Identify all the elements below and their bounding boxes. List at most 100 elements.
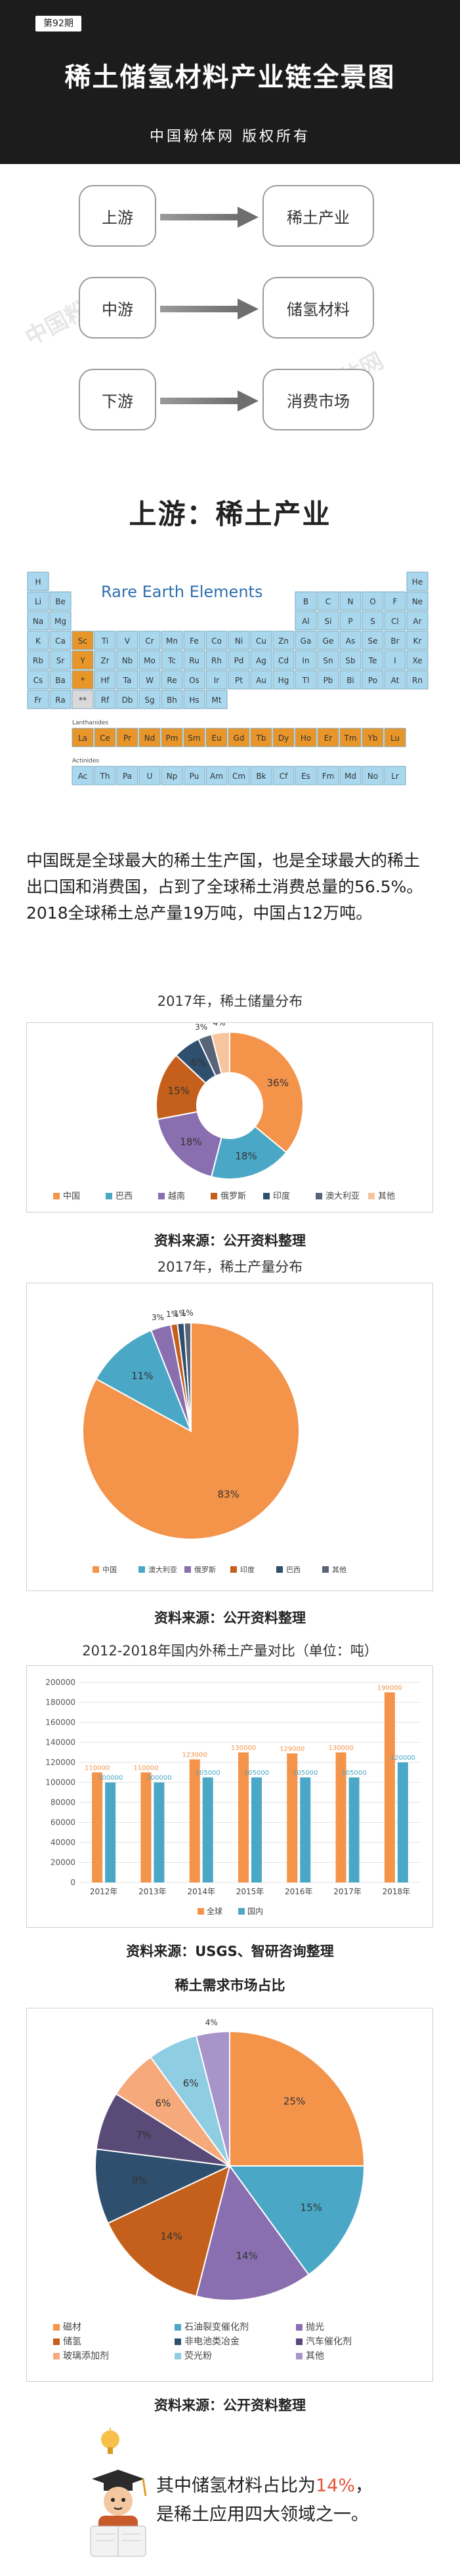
copyright-line: 中国粉体网 版权所有: [150, 129, 310, 145]
element-symbol: Sm: [188, 734, 200, 743]
legend-swatch: [175, 2324, 181, 2331]
element-symbol: Rf: [101, 696, 110, 705]
element-symbol: Na: [33, 617, 43, 626]
bar-value-label: 130000: [328, 1745, 353, 1752]
element-cell: [72, 690, 94, 709]
legend-label: 磁材: [63, 2322, 81, 2333]
element-symbol: Md: [345, 772, 356, 781]
element-symbol: U: [147, 772, 153, 781]
legend-label: 玻璃添加剂: [63, 2350, 109, 2361]
bar-value-label: 120000: [390, 1755, 415, 1762]
element-cell: [27, 591, 49, 611]
element-cell: [183, 728, 205, 747]
actinides-label: Actinides: [72, 758, 99, 764]
element-cell: [295, 631, 317, 650]
element-cell: [138, 728, 161, 747]
element-cell: [339, 670, 362, 690]
legend-swatch: [138, 1566, 145, 1573]
pie-value-label: 7%: [136, 2129, 152, 2141]
element-symbol: Ne: [412, 597, 423, 606]
closing-note-line1: 其中储氢材料占比为14%，: [156, 2472, 373, 2500]
element-cell: [49, 650, 72, 670]
element-symbol: As: [346, 636, 355, 646]
bar: [287, 1753, 298, 1882]
element-symbol: Np: [167, 772, 178, 781]
element-symbol: Pr: [123, 734, 131, 743]
closing-text: 其中储氢材料占比为: [156, 2476, 316, 2496]
element-cell: [205, 670, 228, 690]
legend-label: 越南: [168, 1191, 185, 1201]
element-symbol: Y: [79, 656, 85, 665]
chart-title: 2017年，稀土产量分布: [157, 1259, 303, 1275]
pie-value-label: 6%: [155, 2098, 171, 2109]
element-symbol: Fe: [190, 636, 199, 646]
element-cell: [228, 650, 250, 670]
arrow-right-icon: [160, 390, 259, 411]
element-symbol: Cf: [280, 772, 288, 781]
element-cell: [94, 690, 116, 709]
element-symbol: Db: [122, 696, 133, 705]
element-cell: [406, 611, 429, 631]
element-cell: [138, 690, 161, 709]
legend-swatch: [296, 2324, 303, 2331]
upstream-paragraph: 中国既是全球最大的稀土生产国，也是全球最大的稀土出口国和消费国，占到了全球稀土消…: [26, 851, 423, 923]
element-cell: [384, 591, 406, 611]
pie-value-label: 3%: [195, 1023, 207, 1032]
pie-value-label: 15%: [301, 2201, 322, 2213]
element-symbol: Be: [55, 597, 66, 606]
legend-swatch: [53, 2324, 60, 2331]
bar-value-label: 110000: [133, 1764, 158, 1772]
pie-slice: [107, 2165, 231, 2297]
pie-slice: [195, 2030, 230, 2167]
element-symbol: Ta: [123, 676, 132, 685]
element-symbol: Ni: [235, 636, 243, 646]
pie-value-label: 11%: [131, 1370, 153, 1382]
scholar-reading-icon: [90, 2428, 147, 2557]
element-symbol: P: [348, 617, 352, 626]
element-symbol: In: [302, 656, 309, 665]
reserves-pie-chart: 36% 18% 18% 15% 6% 3% 4% 中国 巴西 越南 俄罗斯 印度 澳大利亚 其他: [53, 1018, 395, 1201]
element-cell: [27, 571, 49, 591]
element-symbol: Er: [324, 734, 333, 743]
legend-swatch: [175, 2338, 181, 2345]
element-symbol: Ca: [55, 636, 66, 646]
legend-label: 其他: [378, 1192, 395, 1201]
element-cell: [272, 728, 295, 747]
element-symbol: Rn: [412, 676, 423, 685]
bar: [105, 1782, 116, 1882]
legend-swatch: [53, 2353, 60, 2359]
element-symbol: Ge: [323, 636, 334, 646]
element-symbol: B: [303, 597, 308, 606]
element-cell: [384, 631, 406, 650]
legend-label: 荧光粉: [184, 2350, 212, 2361]
pie-value-label: 25%: [283, 2095, 305, 2107]
legend-swatch: [93, 1566, 99, 1573]
element-cell: [317, 728, 339, 747]
element-symbol: Fm: [322, 772, 335, 781]
legend-label: 石油裂变催化剂: [184, 2322, 249, 2333]
legend-label: 俄罗斯: [194, 1566, 216, 1574]
element-cell: [49, 611, 72, 631]
element-cell: [49, 690, 72, 709]
element-cell: [272, 650, 295, 670]
y-tick-label: 200000: [45, 1678, 75, 1687]
pie-value-label: 15%: [168, 1085, 190, 1096]
pie-value-label: 4%: [213, 1023, 225, 1028]
element-symbol: Ti: [101, 636, 108, 646]
legend-label: 澳大利亚: [148, 1565, 177, 1574]
element-symbol: Cm: [232, 772, 245, 781]
element-cell: [317, 591, 339, 611]
element-cell: [272, 766, 295, 785]
periodic-table-heading: Rare Earth Elements: [101, 583, 262, 601]
header-banner: 第92期 稀土储氢材料产业链全景图 中国粉体网 版权所有: [0, 0, 460, 164]
element-cell: [94, 766, 116, 785]
periodic-table: Rare Earth Elements H He Li Be B C N O F Ne Na Mg Al S…: [27, 571, 429, 785]
element-symbol: At: [391, 676, 400, 685]
element-symbol: Ce: [100, 734, 110, 743]
bar: [251, 1777, 262, 1882]
element-symbol: Bi: [346, 676, 354, 685]
element-cell: [362, 766, 384, 785]
element-cell: [94, 728, 116, 747]
element-cell: [406, 670, 429, 690]
element-cell: [116, 728, 138, 747]
